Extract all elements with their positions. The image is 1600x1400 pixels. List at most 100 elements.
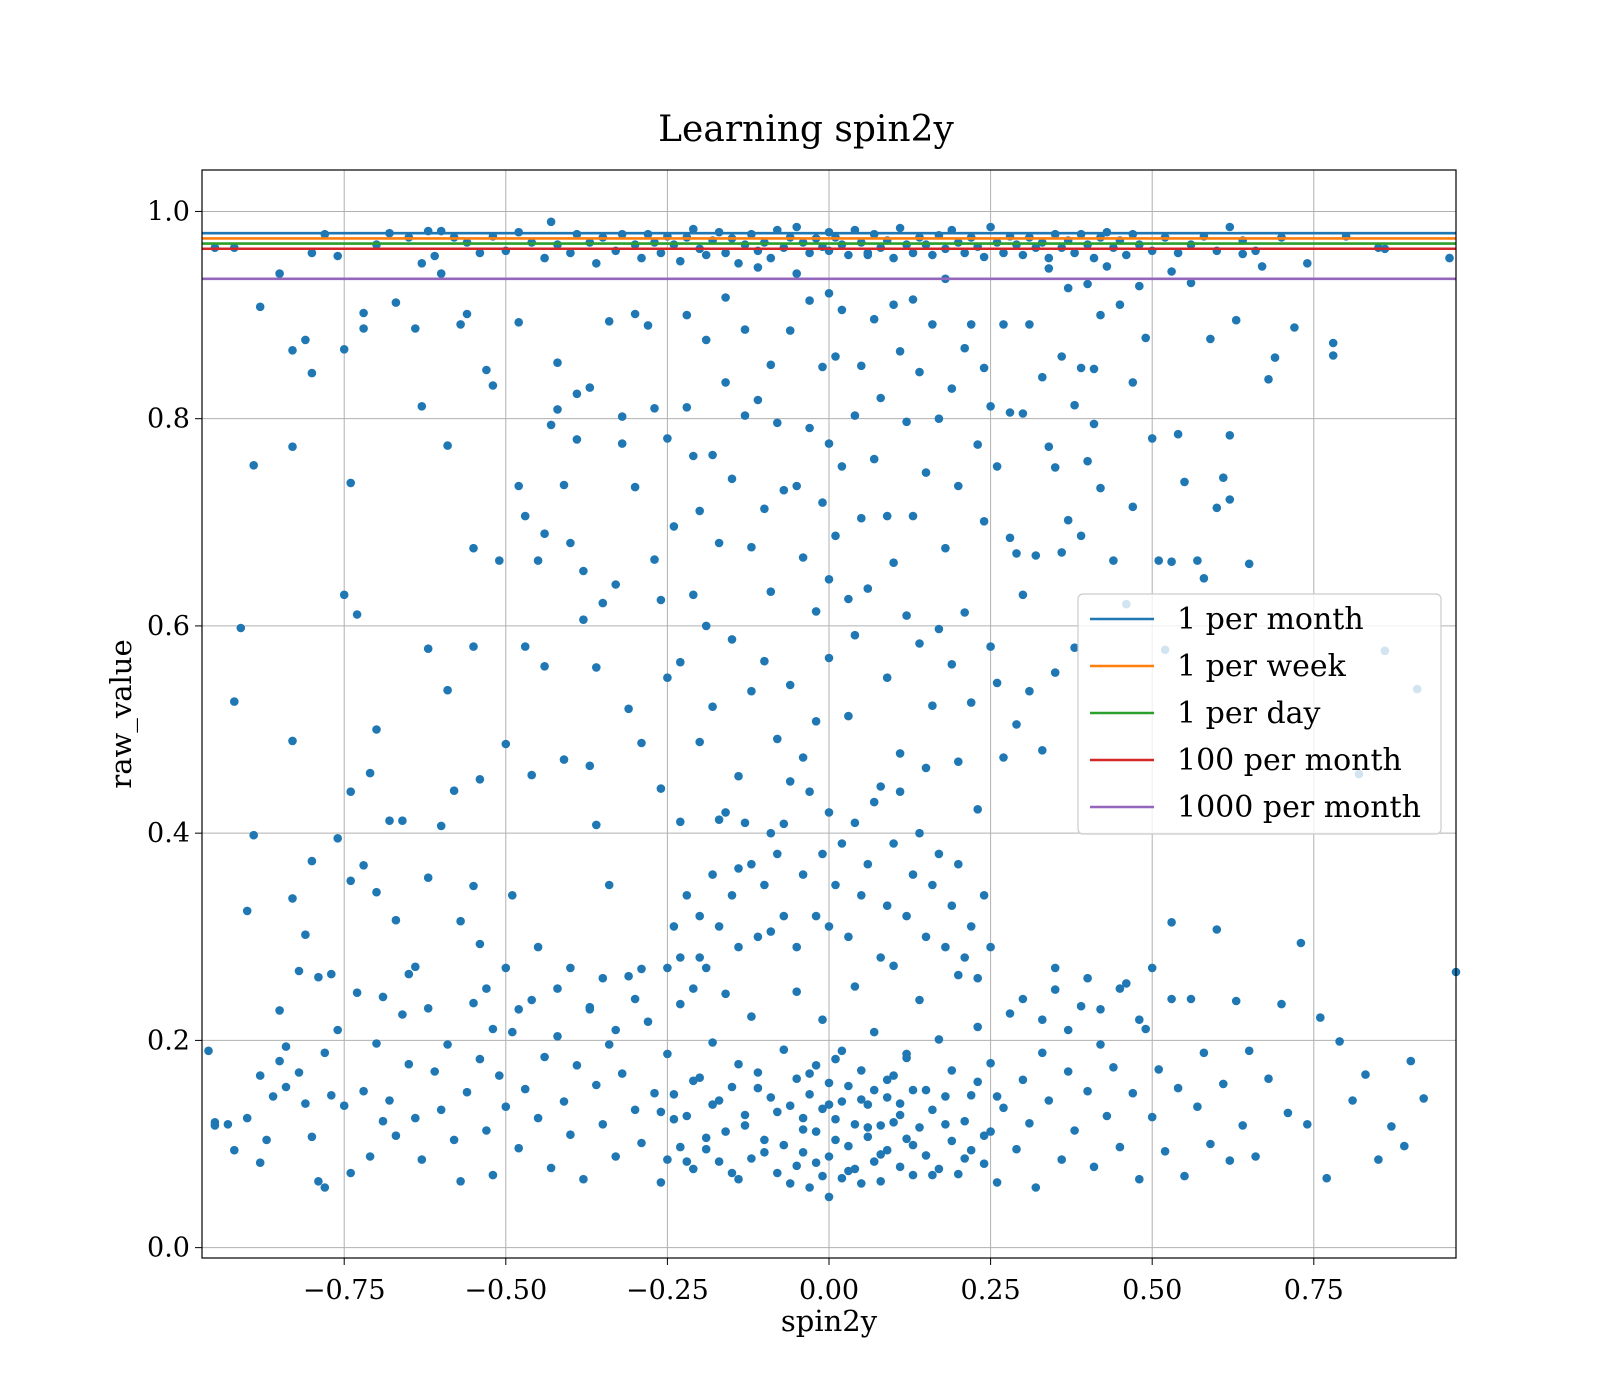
data-point (785, 326, 795, 335)
data-point (1089, 419, 1099, 429)
data-point (1128, 502, 1138, 512)
data-point (695, 506, 704, 516)
data-point (1173, 429, 1183, 439)
data-point (663, 1155, 672, 1164)
y-axis-ticks: 0.0 0.2 0.4 0.6 0.8 1.0 (147, 196, 202, 1264)
data-point (934, 1035, 944, 1044)
data-point (766, 1093, 776, 1102)
data-point (339, 345, 349, 354)
data-point (979, 517, 989, 526)
data-point (740, 1110, 750, 1120)
data-point (533, 942, 543, 952)
data-point (1212, 925, 1222, 934)
legend-label: 1 per month (1177, 602, 1364, 637)
data-point (333, 1025, 343, 1035)
data-point (857, 1179, 866, 1188)
data-point (882, 511, 892, 521)
data-point (1076, 363, 1086, 373)
data-point (301, 1099, 310, 1108)
data-point (850, 411, 860, 420)
data-point (559, 480, 569, 490)
data-point (1244, 1046, 1254, 1056)
data-point (1012, 549, 1021, 558)
data-point (482, 365, 491, 375)
data-point (701, 335, 711, 345)
data-point (533, 556, 543, 565)
data-point (954, 1169, 963, 1179)
data-point (1115, 1142, 1125, 1152)
data-point (469, 642, 478, 651)
data-point (1316, 1013, 1325, 1022)
data-point (934, 624, 944, 634)
data-point (882, 673, 892, 682)
data-point (339, 590, 349, 600)
data-point (249, 461, 258, 470)
data-point (359, 861, 368, 870)
x-tick-label: −0.50 (464, 1275, 547, 1306)
data-point (579, 566, 588, 576)
data-point (1018, 409, 1028, 418)
data-point (604, 880, 614, 890)
data-point (947, 384, 957, 393)
data-point (921, 1085, 931, 1095)
data-point (592, 1080, 601, 1090)
data-point (1025, 320, 1034, 329)
data-point (966, 1145, 976, 1155)
data-point (760, 504, 769, 514)
data-point (915, 639, 924, 648)
data-point (1186, 994, 1196, 1004)
data-point (359, 1086, 368, 1096)
data-point (572, 389, 582, 399)
data-point (630, 482, 640, 492)
data-point (656, 1178, 666, 1187)
data-point (889, 253, 898, 263)
data-point (844, 932, 853, 942)
data-point (766, 360, 776, 370)
data-point (915, 828, 924, 838)
data-point (689, 984, 698, 993)
data-point (928, 1105, 937, 1115)
data-point (721, 248, 730, 258)
data-point (915, 367, 924, 377)
data-point (391, 915, 401, 925)
y-tick-label: 0.8 (147, 404, 190, 435)
data-point (676, 817, 685, 827)
data-point (275, 1056, 284, 1066)
data-point (1264, 1074, 1273, 1083)
data-point (1005, 408, 1015, 417)
data-point (1231, 315, 1241, 325)
data-point (811, 911, 821, 921)
data-point (960, 608, 969, 617)
data-point (986, 402, 995, 411)
data-point (934, 1164, 944, 1174)
data-point (850, 1164, 860, 1174)
data-point (1031, 551, 1041, 560)
data-point (1141, 333, 1150, 343)
data-point (1089, 1162, 1099, 1172)
data-point (443, 685, 452, 695)
data-point (288, 894, 297, 903)
data-point (747, 1012, 756, 1021)
y-axis-label: raw_value (104, 639, 139, 788)
data-point (895, 1162, 905, 1172)
data-point (385, 1096, 394, 1105)
data-point (844, 594, 853, 604)
data-point (288, 442, 297, 452)
data-point (1290, 323, 1299, 332)
x-tick-label: 0.50 (1122, 1275, 1182, 1306)
data-point (837, 1097, 847, 1106)
data-point (869, 797, 879, 807)
data-point (391, 298, 401, 307)
data-point (1147, 434, 1157, 443)
data-point (682, 1157, 692, 1166)
legend-box (1077, 593, 1442, 835)
data-point (520, 642, 530, 651)
data-point (611, 580, 620, 589)
data-point (895, 1110, 905, 1120)
data-point (527, 770, 536, 780)
data-point (204, 1046, 213, 1056)
y-tick-label: 1.0 (147, 196, 190, 227)
data-point (727, 635, 737, 644)
data-point (1186, 278, 1196, 288)
data-point (1135, 1174, 1144, 1184)
